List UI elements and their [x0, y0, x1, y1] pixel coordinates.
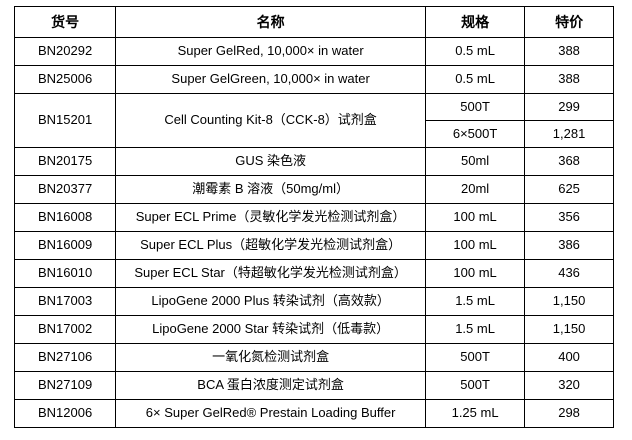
cell-product-name: Super ECL Star（特超敏化学发光检测试剂盒） — [115, 259, 427, 288]
cell-spec: 1.5 mL — [425, 287, 526, 316]
cell-product-name: 潮霉素 B 溶液（50mg/ml） — [115, 175, 427, 204]
cell-spec: 50ml — [425, 147, 526, 176]
cell-product-name: Super GelRed, 10,000× in water — [115, 37, 427, 66]
table-row: BN15201 Cell Counting Kit-8（CCK-8）试剂盒 500T… — [13, 93, 614, 148]
cell-product-code: BN20292 — [13, 37, 117, 66]
cell-spec: 0.5 mL — [425, 65, 526, 94]
cell-product-code: BN20175 — [13, 147, 117, 176]
table-row: BN17003 LipoGene 2000 Plus 转染试剂（高效款） 1.5 m… — [13, 287, 614, 316]
table-row: BN16008 Super ECL Prime（灵敏化学发光检测试剂盒） 100 m… — [13, 203, 614, 232]
cell-product-name: LipoGene 2000 Plus 转染试剂（高效款） — [115, 287, 427, 316]
table-row: BN20175 GUS 染色液 50ml 368 — [13, 147, 614, 176]
table-row: 6×500T 1,281 — [15, 120, 614, 148]
table-row: BN25006 Super GelGreen, 10,000× in water 0… — [13, 65, 614, 94]
cell-spec: 100 mL — [425, 231, 526, 260]
cell-product-name: Super ECL Prime（灵敏化学发光检测试剂盒） — [115, 203, 427, 232]
cell-price: 400 — [524, 343, 614, 372]
cell-product-code: BN20377 — [13, 175, 117, 204]
cell-product-code: BN12006 — [13, 399, 117, 428]
table-row: BN12006 6× Super GelRed® Prestain Loading… — [13, 399, 614, 428]
cell-price: 1,281 — [524, 120, 614, 148]
table-row: BN16009 Super ECL Plus（超敏化学发光检测试剂盒） 100 mL… — [13, 231, 614, 260]
table-row: BN20377 潮霉素 B 溶液（50mg/ml） 20ml 625 — [13, 175, 614, 204]
cell-product-code: BN17002 — [13, 315, 117, 344]
table-row: BN20292 Super GelRed, 10,000× in water 0.5… — [13, 37, 614, 66]
cell-product-name: 一氧化氮检测试剂盒 — [115, 343, 427, 372]
cell-product-name: Super GelGreen, 10,000× in water — [115, 65, 427, 94]
cell-spec: 20ml — [425, 175, 526, 204]
table-header: 货号 名称 规格 特价 — [13, 6, 614, 38]
cell-spec: 100 mL — [425, 259, 526, 288]
cell-product-code: BN25006 — [13, 65, 117, 94]
cell-price: 388 — [524, 37, 614, 66]
column-header-name: 名称 — [115, 6, 427, 38]
table-header-row: 货号 名称 规格 特价 — [13, 6, 614, 38]
cell-product-code: BN16010 — [13, 259, 117, 288]
cell-spec: 1.5 mL — [425, 315, 526, 344]
cell-price: 368 — [524, 147, 614, 176]
cell-product-name: GUS 染色液 — [115, 147, 427, 176]
table-row: BN27106 一氧化氮检测试剂盒 500T 400 — [13, 343, 614, 372]
cell-spec: 500T — [425, 343, 526, 372]
cell-price: 386 — [524, 231, 614, 260]
column-header-price: 特价 — [524, 6, 614, 38]
column-header-code: 货号 — [13, 6, 117, 38]
table-row: BN16010 Super ECL Star（特超敏化学发光检测试剂盒） 100 m… — [13, 259, 614, 288]
cell-spec: 0.5 mL — [425, 37, 526, 66]
cell-price: 388 — [524, 65, 614, 94]
cell-price: 1,150 — [524, 315, 614, 344]
cell-spec: 1.25 mL — [425, 399, 526, 428]
table-row: BN17002 LipoGene 2000 Star 转染试剂（低毒款） 1.5 m… — [13, 315, 614, 344]
cell-product-name: Super ECL Plus（超敏化学发光检测试剂盒） — [115, 231, 427, 260]
cell-price: 625 — [524, 175, 614, 204]
product-price-table: 货号 名称 规格 特价 BN20292 Super GelRed, 10,000×… — [13, 6, 614, 428]
cell-product-code: BN16008 — [13, 203, 117, 232]
cell-product-code: BN27106 — [13, 343, 117, 372]
cell-spec: 500T — [425, 93, 526, 121]
cell-product-name: Cell Counting Kit-8（CCK-8）试剂盒 — [115, 93, 427, 148]
cell-spec: 500T — [425, 371, 526, 400]
cell-price: 320 — [524, 371, 614, 400]
cell-price: 299 — [524, 93, 614, 121]
cell-price: 1,150 — [524, 287, 614, 316]
cell-product-code: BN16009 — [13, 231, 117, 260]
cell-price: 298 — [524, 399, 614, 428]
cell-price: 356 — [524, 203, 614, 232]
cell-product-name: 6× Super GelRed® Prestain Loading Buffer — [115, 399, 427, 428]
cell-product-code: BN27109 — [13, 371, 117, 400]
table-row: BN27109 BCA 蛋白浓度测定试剂盒 500T 320 — [13, 371, 614, 400]
cell-product-code: BN17003 — [13, 287, 117, 316]
table-body: BN20292 Super GelRed, 10,000× in water 0.5… — [13, 37, 614, 428]
cell-spec: 6×500T — [425, 120, 526, 148]
cell-product-name: BCA 蛋白浓度测定试剂盒 — [115, 371, 427, 400]
cell-price: 436 — [524, 259, 614, 288]
cell-spec: 100 mL — [425, 203, 526, 232]
cell-product-name: LipoGene 2000 Star 转染试剂（低毒款） — [115, 315, 427, 344]
cell-product-code: BN15201 — [13, 93, 117, 148]
column-header-spec: 规格 — [425, 6, 526, 38]
